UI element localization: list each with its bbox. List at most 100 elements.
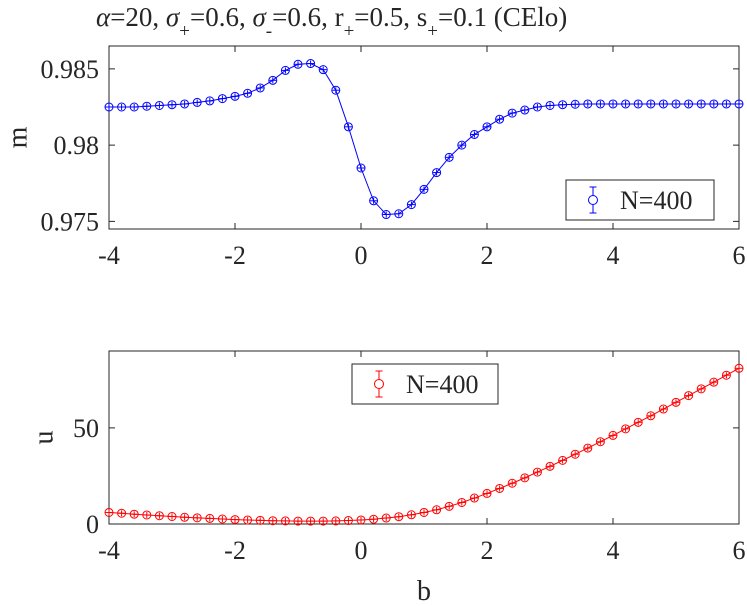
y-axis-label: u bbox=[29, 431, 60, 445]
data-point bbox=[280, 516, 290, 526]
data-point bbox=[167, 100, 177, 110]
data-point bbox=[621, 99, 631, 109]
title-r-value: =0.5, s bbox=[354, 2, 427, 32]
data-point bbox=[545, 461, 555, 471]
title-sigma-plus-value: =0.6, bbox=[190, 2, 252, 32]
data-point bbox=[444, 501, 454, 511]
data-point bbox=[532, 102, 542, 112]
data-point bbox=[243, 88, 253, 98]
data-point bbox=[369, 514, 379, 524]
data-point bbox=[671, 99, 681, 109]
data-point bbox=[432, 505, 442, 515]
data-point bbox=[469, 493, 479, 503]
data-point bbox=[306, 516, 316, 526]
title-alpha-value: =20, bbox=[110, 2, 166, 32]
y-axis-label: m bbox=[3, 126, 34, 148]
data-point bbox=[608, 99, 618, 109]
data-point bbox=[318, 516, 328, 526]
data-point bbox=[469, 129, 479, 139]
data-point bbox=[255, 83, 265, 93]
data-point bbox=[671, 397, 681, 407]
chart-title: α=20, σ+=0.6, σ-=0.6, r+=0.5, s+=0.1 (CE… bbox=[96, 2, 567, 42]
title-sigma-plus-subscript: + bbox=[179, 21, 190, 42]
data-point bbox=[595, 99, 605, 109]
legend-label: N=400 bbox=[406, 370, 478, 399]
data-point bbox=[633, 99, 643, 109]
legend-marker bbox=[588, 195, 598, 205]
data-point bbox=[217, 514, 227, 524]
data-point bbox=[104, 507, 114, 517]
title-sigma-minus-subscript: - bbox=[266, 21, 272, 42]
data-point bbox=[356, 163, 366, 173]
data-point bbox=[343, 516, 353, 526]
data-point bbox=[369, 196, 379, 206]
x-tick-label: -4 bbox=[98, 536, 120, 565]
data-point bbox=[432, 168, 442, 178]
x-tick-label: 2 bbox=[481, 241, 494, 270]
data-point bbox=[167, 512, 177, 522]
x-tick-label: 0 bbox=[355, 536, 368, 565]
data-point bbox=[507, 108, 517, 118]
data-point bbox=[217, 94, 227, 104]
data-point bbox=[684, 99, 694, 109]
x-axis-label: b bbox=[417, 576, 431, 606]
title-r-subscript: + bbox=[344, 21, 355, 42]
data-point bbox=[331, 85, 341, 95]
data-point bbox=[457, 497, 467, 507]
data-point bbox=[268, 75, 278, 85]
data-point bbox=[444, 152, 454, 162]
data-point bbox=[482, 488, 492, 498]
data-point bbox=[406, 200, 416, 210]
data-point bbox=[734, 99, 744, 109]
data-point bbox=[142, 510, 152, 520]
y-tick-label: 0.985 bbox=[41, 55, 100, 84]
data-point bbox=[532, 467, 542, 477]
title-s-subscript: + bbox=[427, 21, 438, 42]
data-point bbox=[293, 516, 303, 526]
data-point bbox=[570, 99, 580, 109]
data-point bbox=[658, 99, 668, 109]
data-point bbox=[734, 363, 744, 373]
legend-label: N=400 bbox=[620, 186, 692, 215]
data-point bbox=[570, 449, 580, 459]
data-point bbox=[180, 512, 190, 522]
x-tick-label: 6 bbox=[733, 536, 746, 565]
data-point bbox=[507, 478, 517, 488]
data-point bbox=[142, 101, 152, 111]
data-point bbox=[709, 377, 719, 387]
data-point bbox=[482, 122, 492, 132]
y-tick-label: 50 bbox=[73, 414, 99, 443]
data-point bbox=[192, 97, 202, 107]
data-point bbox=[558, 455, 568, 465]
data-point bbox=[419, 507, 429, 517]
data-point bbox=[595, 437, 605, 447]
data-point bbox=[658, 404, 668, 414]
data-point bbox=[721, 370, 731, 380]
x-tick-label: 4 bbox=[607, 536, 620, 565]
x-tick-label: -2 bbox=[224, 536, 246, 565]
data-point bbox=[495, 114, 505, 124]
x-tick-label: 6 bbox=[733, 241, 746, 270]
data-point bbox=[205, 513, 215, 523]
x-tick-label: 4 bbox=[607, 241, 620, 270]
x-tick-label: 2 bbox=[481, 536, 494, 565]
title-alpha: α bbox=[96, 2, 111, 32]
data-point bbox=[306, 59, 316, 69]
data-point bbox=[633, 417, 643, 427]
y-tick-label: 0.98 bbox=[54, 131, 100, 160]
data-point bbox=[457, 140, 467, 150]
data-point bbox=[608, 430, 618, 440]
x-tick-label: 0 bbox=[355, 241, 368, 270]
title-sigma-minus: σ bbox=[252, 2, 267, 32]
data-point bbox=[255, 515, 265, 525]
bottom-panel-u: -4 -2 0 2 4 6 0 50 u b N=400 bbox=[29, 350, 746, 606]
data-point bbox=[117, 102, 127, 112]
data-point bbox=[129, 509, 139, 519]
data-point bbox=[243, 515, 253, 525]
title-sigma-plus: σ bbox=[166, 2, 181, 32]
data-point bbox=[192, 513, 202, 523]
top-panel-m: -4 -2 0 2 4 6 0.975 0.98 0.985 m N=400 bbox=[3, 45, 746, 270]
data-point bbox=[293, 59, 303, 69]
data-point bbox=[280, 65, 290, 75]
data-point bbox=[381, 513, 391, 523]
